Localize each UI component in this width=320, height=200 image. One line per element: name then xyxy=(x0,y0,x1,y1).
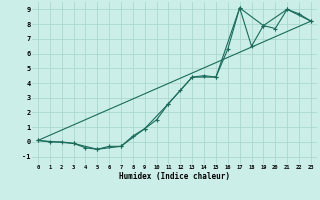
X-axis label: Humidex (Indice chaleur): Humidex (Indice chaleur) xyxy=(119,172,230,181)
